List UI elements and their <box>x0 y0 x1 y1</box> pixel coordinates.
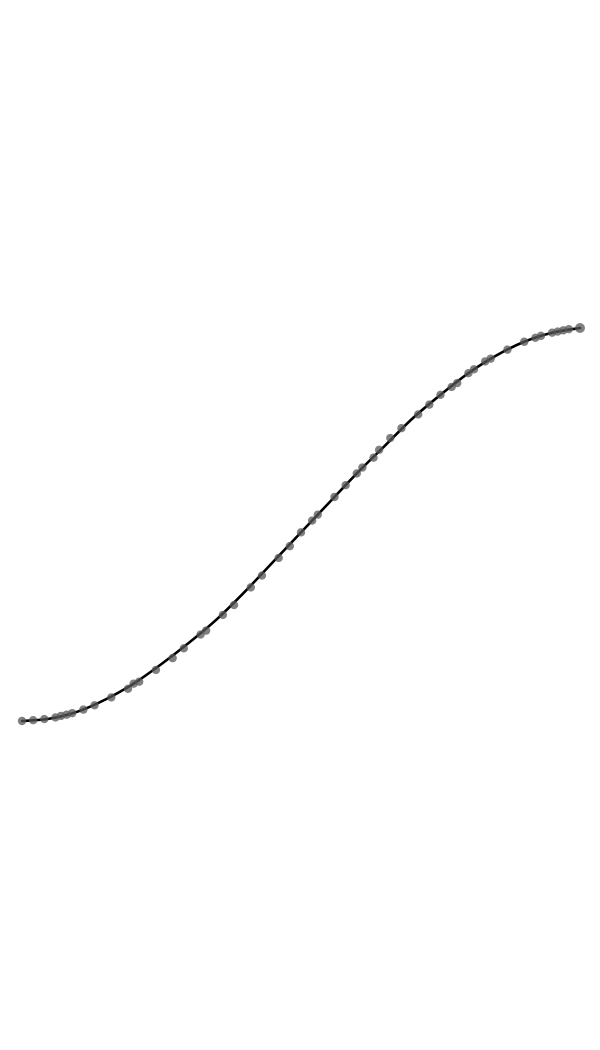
data-point <box>151 665 161 675</box>
data-point <box>575 323 585 333</box>
data-point <box>374 445 384 455</box>
data-point <box>503 345 512 354</box>
data-point <box>246 583 255 592</box>
data-point <box>330 492 339 502</box>
data-point <box>90 701 99 710</box>
data-point <box>425 400 434 409</box>
data-point <box>218 610 228 620</box>
data-point <box>40 714 49 724</box>
data-point <box>520 337 529 346</box>
curve-layer <box>20 326 582 723</box>
points-layer <box>17 323 585 726</box>
data-point <box>386 433 395 443</box>
data-point <box>201 626 211 635</box>
data-point <box>397 424 406 433</box>
data-point <box>107 693 116 702</box>
data-point <box>68 708 77 718</box>
data-point <box>168 653 177 663</box>
data-point <box>17 716 27 726</box>
sigmoid-curve-line <box>20 326 582 723</box>
data-point <box>352 469 361 478</box>
data-point <box>536 331 546 341</box>
data-point <box>257 571 267 580</box>
data-point <box>313 510 322 519</box>
data-point <box>79 705 88 714</box>
data-point <box>358 463 367 472</box>
data-point <box>341 481 350 490</box>
data-point <box>229 600 239 610</box>
data-point <box>134 677 144 686</box>
data-point <box>413 410 423 419</box>
data-point <box>564 324 574 334</box>
data-point <box>274 553 283 563</box>
data-point <box>307 516 317 525</box>
data-point <box>123 684 133 693</box>
data-point <box>453 378 462 388</box>
data-point <box>369 453 378 462</box>
data-point <box>436 390 445 400</box>
data-point <box>28 716 38 725</box>
data-point <box>179 644 189 653</box>
data-point <box>486 354 495 363</box>
data-point <box>285 541 295 551</box>
data-point <box>469 365 479 374</box>
data-point <box>296 528 306 537</box>
